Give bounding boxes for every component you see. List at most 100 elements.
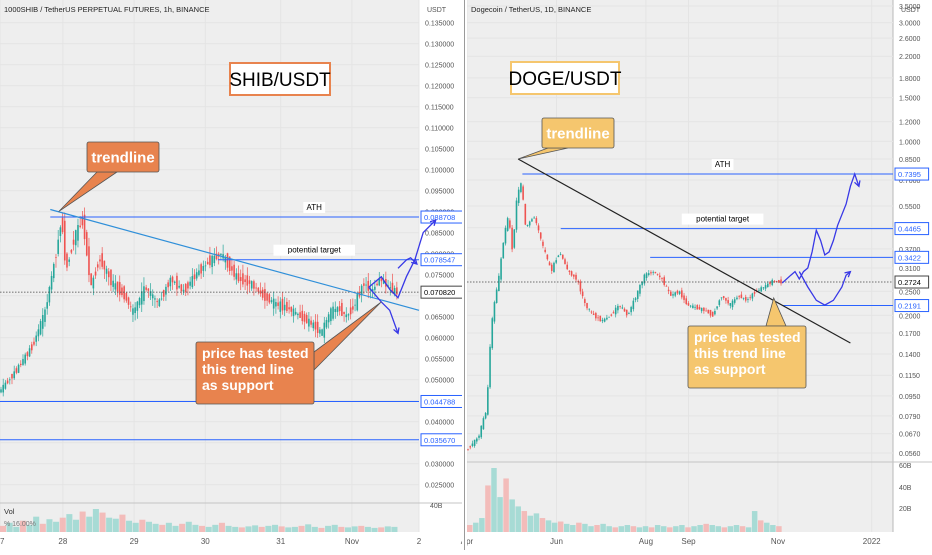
candle-body [771, 279, 774, 285]
candle-body [114, 283, 117, 290]
candle-body [658, 275, 661, 278]
y-tick-label: 0.0950 [899, 394, 921, 401]
level-name-box [711, 159, 734, 171]
candle-body [228, 256, 231, 272]
volume-bar [126, 520, 133, 532]
candle-body [376, 283, 378, 286]
candle-body [537, 225, 540, 231]
candle-body [226, 253, 229, 268]
y-tick-label: 0.1700 [899, 331, 921, 338]
candle-body [103, 260, 106, 270]
volume-bar [618, 526, 625, 532]
candle-body [581, 291, 584, 297]
candle-body [667, 289, 670, 292]
candle-body [275, 302, 277, 307]
candle-body [487, 387, 489, 415]
candle-body [687, 303, 690, 306]
candle-body [99, 259, 101, 262]
candle-body [198, 270, 200, 276]
symbol-title: 1000SHIB / TetherUS PERPETUAL FUTURES, 1… [4, 5, 210, 14]
volume-bar [39, 523, 46, 532]
candle-body [515, 200, 518, 230]
candle-body [129, 306, 132, 308]
candle-body [614, 307, 617, 315]
candle-body [700, 307, 703, 312]
volume-bar [636, 527, 643, 532]
volume-bar [338, 526, 345, 532]
candle-body [509, 220, 511, 228]
candle-body [50, 275, 53, 290]
candle-body [676, 290, 679, 294]
y-tick-label: 0.3700 [899, 247, 921, 254]
current-price-tag [894, 275, 930, 289]
callout-text: trendline [91, 149, 154, 166]
x-tick-label: Nov [771, 537, 785, 546]
y-tick-label: 0.110000 [425, 126, 454, 133]
candle-body [632, 300, 635, 310]
candle-body [478, 435, 480, 438]
volume-bar [26, 524, 33, 532]
candle-body [764, 285, 767, 289]
candle-body [573, 274, 575, 277]
candle-body [595, 313, 597, 319]
level-price-label: 0.088708 [424, 213, 455, 222]
candle-body [482, 418, 485, 430]
volume-bar [258, 526, 265, 532]
candle-body [506, 218, 509, 231]
level-price-label: 0.2191 [898, 302, 921, 311]
candle-body [77, 225, 79, 241]
y-tick-label: 0.025000 [425, 483, 454, 490]
level-name-label: potential target [696, 215, 750, 224]
callout-text: price has tested this trend line as suppor… [202, 345, 309, 393]
candle-body [160, 298, 163, 300]
candle-body [121, 287, 123, 296]
candles [0, 207, 398, 397]
volume-bar [606, 526, 612, 532]
volume-bar [225, 525, 232, 532]
candle-body [553, 262, 555, 273]
candle-body [125, 293, 128, 301]
candle-body [396, 287, 398, 295]
volume-bar [212, 524, 219, 532]
volume-bar [59, 517, 66, 532]
candle-body [758, 289, 760, 291]
candle-body [68, 259, 70, 262]
candle-body [641, 281, 643, 286]
candle-body [341, 302, 343, 316]
candle-body [235, 273, 238, 280]
y-tick-label: 0.125000 [425, 63, 454, 70]
level-price-tag [894, 167, 930, 181]
candle-body [621, 307, 624, 309]
volume-bar [733, 525, 740, 532]
candle-body [147, 288, 150, 291]
candle-body [628, 313, 630, 314]
candle-body [171, 276, 174, 283]
x-tick-label: 29 [130, 537, 139, 546]
candle-body [360, 285, 363, 296]
candle-body [35, 335, 37, 342]
y-tick-label: 0.0670 [899, 432, 921, 439]
candle-body [134, 307, 136, 314]
volume-bar [485, 485, 491, 532]
volume-bar [691, 526, 697, 532]
candle-body [4, 382, 7, 389]
volume-label: Vol [4, 507, 15, 516]
candle-body [118, 282, 121, 295]
candle-body [566, 264, 569, 270]
volume-bar [391, 526, 398, 532]
candle-body [762, 287, 765, 289]
candle-body [498, 275, 500, 291]
candle-body [579, 281, 582, 292]
candle-body [592, 313, 595, 315]
candle-body [72, 239, 75, 245]
candle-body [559, 253, 562, 255]
candle-body [652, 271, 654, 273]
candle-body [294, 311, 297, 315]
candle-body [237, 273, 240, 282]
y-tick-label: 0.115000 [425, 105, 454, 112]
candle-body [299, 312, 301, 318]
level-price-label: 0.3422 [898, 253, 921, 262]
candle-body [239, 277, 242, 282]
volume-bar [660, 526, 667, 532]
y-tick-label: 0.2000 [899, 313, 921, 320]
